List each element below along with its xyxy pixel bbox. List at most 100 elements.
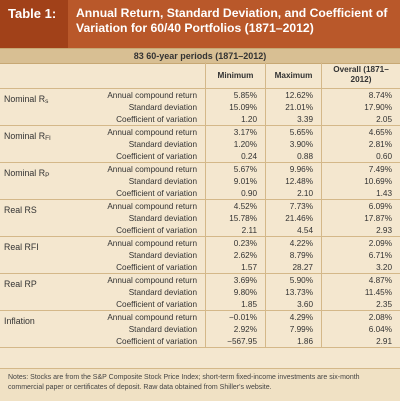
cell-overall: 6.09% — [321, 200, 400, 212]
row-group-label-text: Nominal R — [4, 131, 46, 141]
row-group: Inflation Annual compound return −0.01% 4.2… — [0, 311, 400, 348]
cell-min: 15.78% — [205, 212, 265, 224]
cell-overall: 4.87% — [321, 274, 400, 286]
cell-max: 3.39 — [265, 113, 321, 125]
row-metric-label: Standard deviation — [128, 250, 197, 260]
column-header-maximum: Maximum — [265, 62, 321, 88]
cell-overall: 8.74% — [321, 89, 400, 101]
cell-max: 5.65% — [265, 126, 321, 138]
row-metric-label: Standard deviation — [128, 102, 197, 112]
row-group: Nominal R FI Annual compound return 3.17% 5.… — [0, 126, 400, 163]
row-metric-label: Annual compound return — [107, 90, 197, 100]
blank-header-cell — [0, 62, 62, 88]
cell-max: 4.22% — [265, 237, 321, 249]
cell-max: 12.62% — [265, 89, 321, 101]
cell-overall: 2.93 — [321, 224, 400, 236]
row-metric-label: Coefficient of variation — [116, 151, 197, 161]
cell-overall: 2.09% — [321, 237, 400, 249]
cell-overall: 2.08% — [321, 311, 400, 323]
cell-overall: 2.81% — [321, 138, 400, 150]
row-metric-label: Coefficient of variation — [116, 299, 197, 309]
table-label: Table 1: — [0, 0, 68, 48]
row-group-label-text: Inflation — [4, 316, 35, 326]
row-metric-label: Coefficient of variation — [116, 188, 197, 198]
cell-max: 3.60 — [265, 298, 321, 310]
cell-max: 7.99% — [265, 323, 321, 335]
cell-max: 9.96% — [265, 163, 321, 175]
cell-min: 2.11 — [205, 224, 265, 236]
column-header-row: Minimum Maximum Overall (1871–2012) — [0, 62, 400, 89]
cell-overall: 17.90% — [321, 101, 400, 113]
row-group-label-text: Real RP — [4, 279, 37, 289]
row-metric-label: Coefficient of variation — [116, 336, 197, 346]
cell-min: 5.67% — [205, 163, 265, 175]
metric-header-cell — [62, 62, 205, 88]
cell-max: 2.10 — [265, 187, 321, 199]
cell-min: 9.01% — [205, 175, 265, 187]
row-group: Real RFI Annual compound return 0.23% 4.22%… — [0, 237, 400, 274]
table-title: Annual Return, Standard Deviation, and C… — [76, 6, 388, 35]
cell-min: 1.20% — [205, 138, 265, 150]
row-metric-label: Standard deviation — [128, 139, 197, 149]
cell-min: 2.62% — [205, 249, 265, 261]
row-metric-label: Standard deviation — [128, 213, 197, 223]
table-header: Table 1: Annual Return, Standard Deviati… — [0, 0, 400, 48]
row-group: Real RS Annual compound return 4.52% 7.73% 6… — [0, 200, 400, 237]
row-group-label-text: Nominal R — [4, 94, 46, 104]
cell-min: 3.69% — [205, 274, 265, 286]
row-metric-label: Annual compound return — [107, 275, 197, 285]
column-header-overall: Overall (1871–2012) — [321, 62, 400, 88]
cell-max: 21.01% — [265, 101, 321, 113]
cell-min: 1.20 — [205, 113, 265, 125]
cell-overall: 2.35 — [321, 298, 400, 310]
row-group-label-text: Real RFI — [4, 242, 39, 252]
cell-max: 21.46% — [265, 212, 321, 224]
row-metric-label: Coefficient of variation — [116, 114, 197, 124]
cell-max: 7.73% — [265, 200, 321, 212]
cell-max: 8.79% — [265, 249, 321, 261]
table-notes: Notes: Stocks are from the S&P Composite… — [0, 368, 400, 401]
cell-max: 4.29% — [265, 311, 321, 323]
cell-overall: 2.91 — [321, 335, 400, 347]
row-metric-label: Standard deviation — [128, 324, 197, 334]
row-metric-label: Standard deviation — [128, 287, 197, 297]
cell-overall: 17.87% — [321, 212, 400, 224]
cell-overall: 6.71% — [321, 249, 400, 261]
row-metric-label: Annual compound return — [107, 312, 197, 322]
cell-overall: 7.49% — [321, 163, 400, 175]
cell-max: 12.48% — [265, 175, 321, 187]
row-metric-label: Coefficient of variation — [116, 225, 197, 235]
cell-min: 9.80% — [205, 286, 265, 298]
row-group-label: Real RP — [0, 274, 62, 310]
cell-max: 4.54 — [265, 224, 321, 236]
cell-min: 4.52% — [205, 200, 265, 212]
cell-min: 1.85 — [205, 298, 265, 310]
cell-min: 5.85% — [205, 89, 265, 101]
cell-min: 15.09% — [205, 101, 265, 113]
row-metric-label: Annual compound return — [107, 127, 197, 137]
cell-min: 0.90 — [205, 187, 265, 199]
row-group: Real RP Annual compound return 3.69% 5.90% 4… — [0, 274, 400, 311]
row-group-label-subscript: s — [45, 98, 49, 105]
cell-max: 5.90% — [265, 274, 321, 286]
column-header-minimum: Minimum — [205, 62, 265, 88]
cell-min: 0.24 — [205, 150, 265, 162]
cell-min: 1.57 — [205, 261, 265, 273]
cell-max: 3.90% — [265, 138, 321, 150]
cell-overall: 11.45% — [321, 286, 400, 298]
row-group-label: Nominal R FI — [0, 126, 62, 162]
cell-min: −0.01% — [205, 311, 265, 323]
cell-max: 28.27 — [265, 261, 321, 273]
row-group: Nominal R P Annual compound return 5.67% 9.9… — [0, 163, 400, 200]
cell-min: 2.92% — [205, 323, 265, 335]
row-metric-label: Standard deviation — [128, 176, 197, 186]
row-group-label-subscript: FI — [45, 135, 51, 142]
period-subheader: 83 60-year periods (1871–2012) — [0, 48, 400, 64]
data-table: Minimum Maximum Overall (1871–2012) Nomi… — [0, 62, 400, 368]
cell-overall: 2.05 — [321, 113, 400, 125]
row-metric-label: Annual compound return — [107, 238, 197, 248]
row-group-label: Real RS — [0, 200, 62, 236]
